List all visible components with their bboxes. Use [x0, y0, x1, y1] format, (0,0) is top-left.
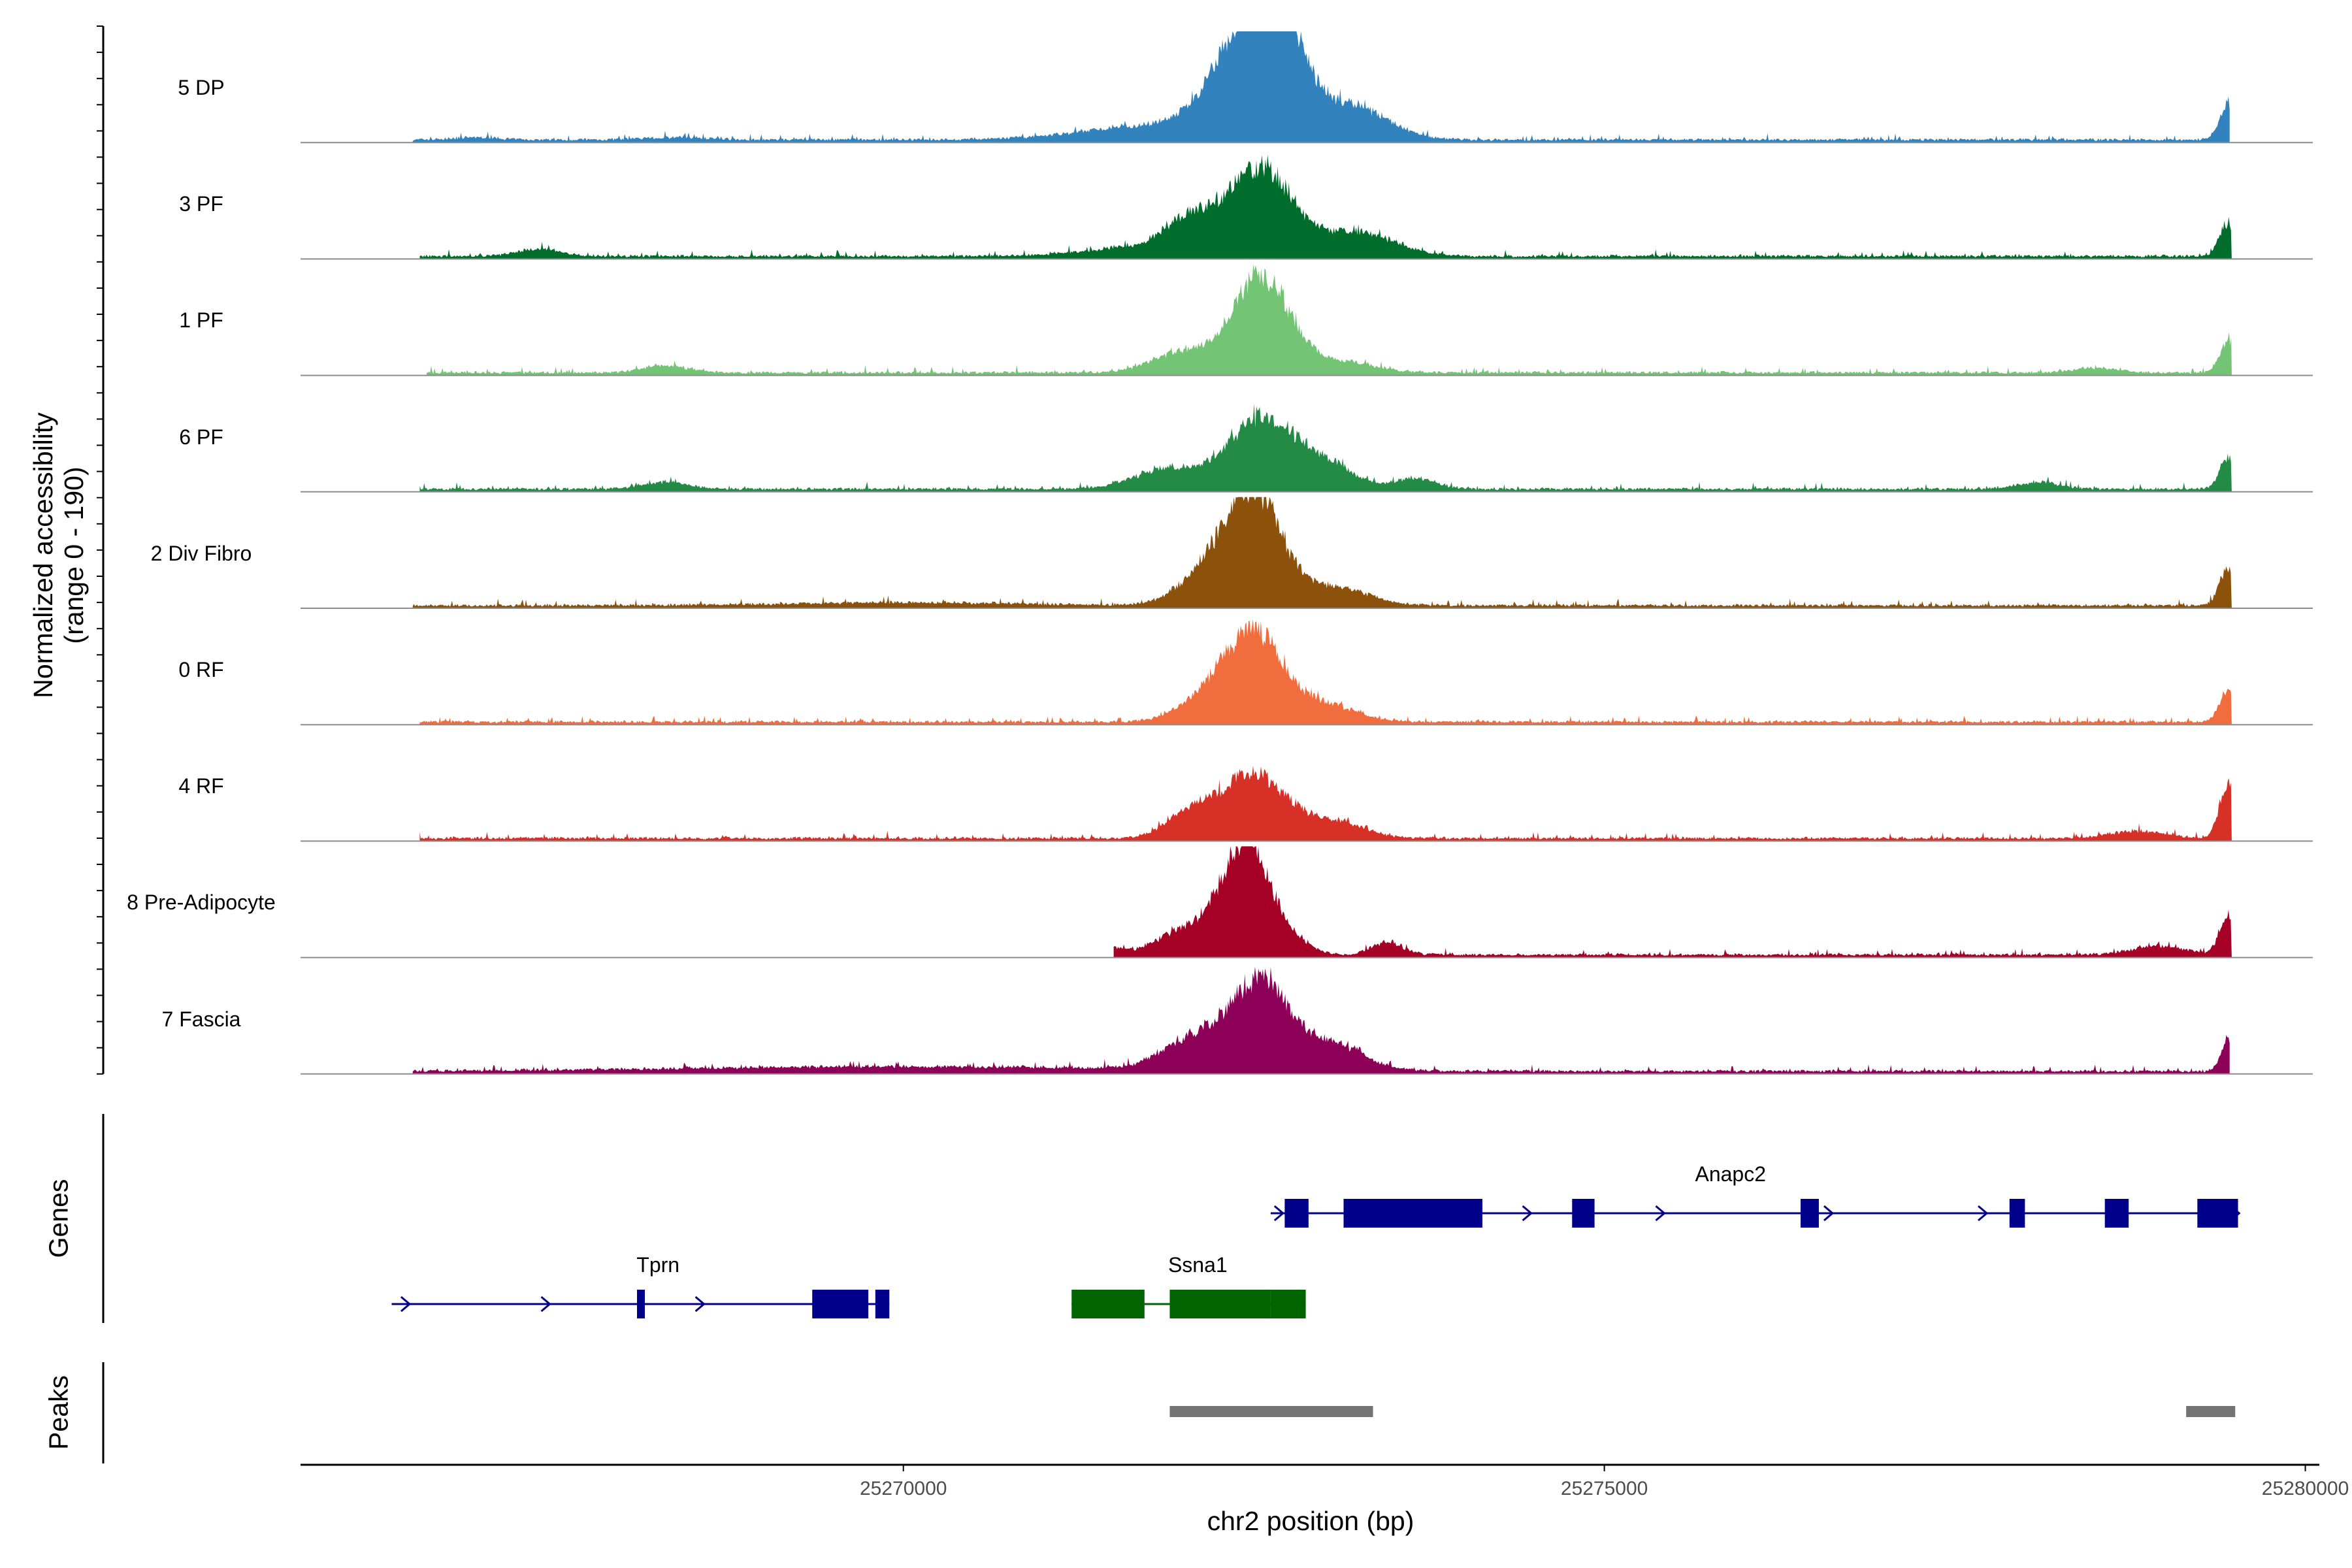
exon [1169, 1290, 1271, 1318]
track-label: 4 RF [178, 774, 224, 798]
peak-bar [1169, 1406, 1373, 1417]
coverage-area-1-pf [427, 264, 2232, 376]
coverage-area-2-div-fibro [412, 497, 2232, 608]
track-label: 7 Fascia [161, 1007, 241, 1031]
exon [2104, 1199, 2129, 1228]
exon [875, 1290, 890, 1318]
gene-label-ssna1: Ssna1 [1168, 1253, 1228, 1277]
exon [2009, 1199, 2025, 1228]
exon [2197, 1199, 2238, 1228]
track-label: 0 RF [178, 658, 224, 681]
strand-arrow [1823, 1205, 1835, 1222]
exon [1071, 1290, 1145, 1318]
strand-arrow [2230, 1205, 2241, 1222]
track-label: 3 PF [179, 192, 223, 216]
exon [1343, 1199, 1482, 1228]
coverage-area-0-rf [419, 619, 2232, 725]
track-label: 5 DP [178, 76, 225, 99]
track-label: 1 PF [179, 308, 223, 333]
strand-arrow [1522, 1205, 1533, 1222]
peak-bar [2186, 1406, 2236, 1417]
coverage-area-6-pf [419, 403, 2232, 492]
strand-arrow [1655, 1205, 1666, 1222]
gene-label-tprn: Tprn [636, 1253, 680, 1277]
exon [1572, 1199, 1595, 1228]
x-tick-label: 25280000 [2261, 1478, 2349, 1499]
coverage-area-8-pre-adipocyte [1113, 846, 2232, 958]
coverage-area-4-rf [419, 765, 2232, 841]
exon [637, 1290, 645, 1318]
x-tick-label: 25275000 [1560, 1478, 1648, 1499]
track-label: 2 Div Fibro [150, 541, 252, 565]
strand-arrow [1273, 1205, 1285, 1222]
track-label: 6 PF [179, 425, 223, 449]
gene-label-anapc2: Anapc2 [1695, 1162, 1767, 1186]
exon [812, 1290, 869, 1318]
exon [1284, 1199, 1309, 1228]
exon [1801, 1199, 1819, 1228]
coverage-area-5-dp [412, 31, 2230, 143]
exon [1270, 1290, 1306, 1318]
coverage-area-3-pf [419, 154, 2232, 259]
strand-arrow [540, 1296, 551, 1313]
track-label: 8 Pre-Adipocyte [127, 890, 276, 915]
coverage-area-7-fascia [412, 966, 2230, 1074]
x-axis-label: chr2 position (bp) [1207, 1506, 1414, 1536]
strand-arrow [694, 1296, 706, 1313]
x-tick-label: 25270000 [859, 1478, 947, 1499]
strand-arrow [1978, 1205, 1989, 1222]
strand-arrow [400, 1296, 412, 1313]
